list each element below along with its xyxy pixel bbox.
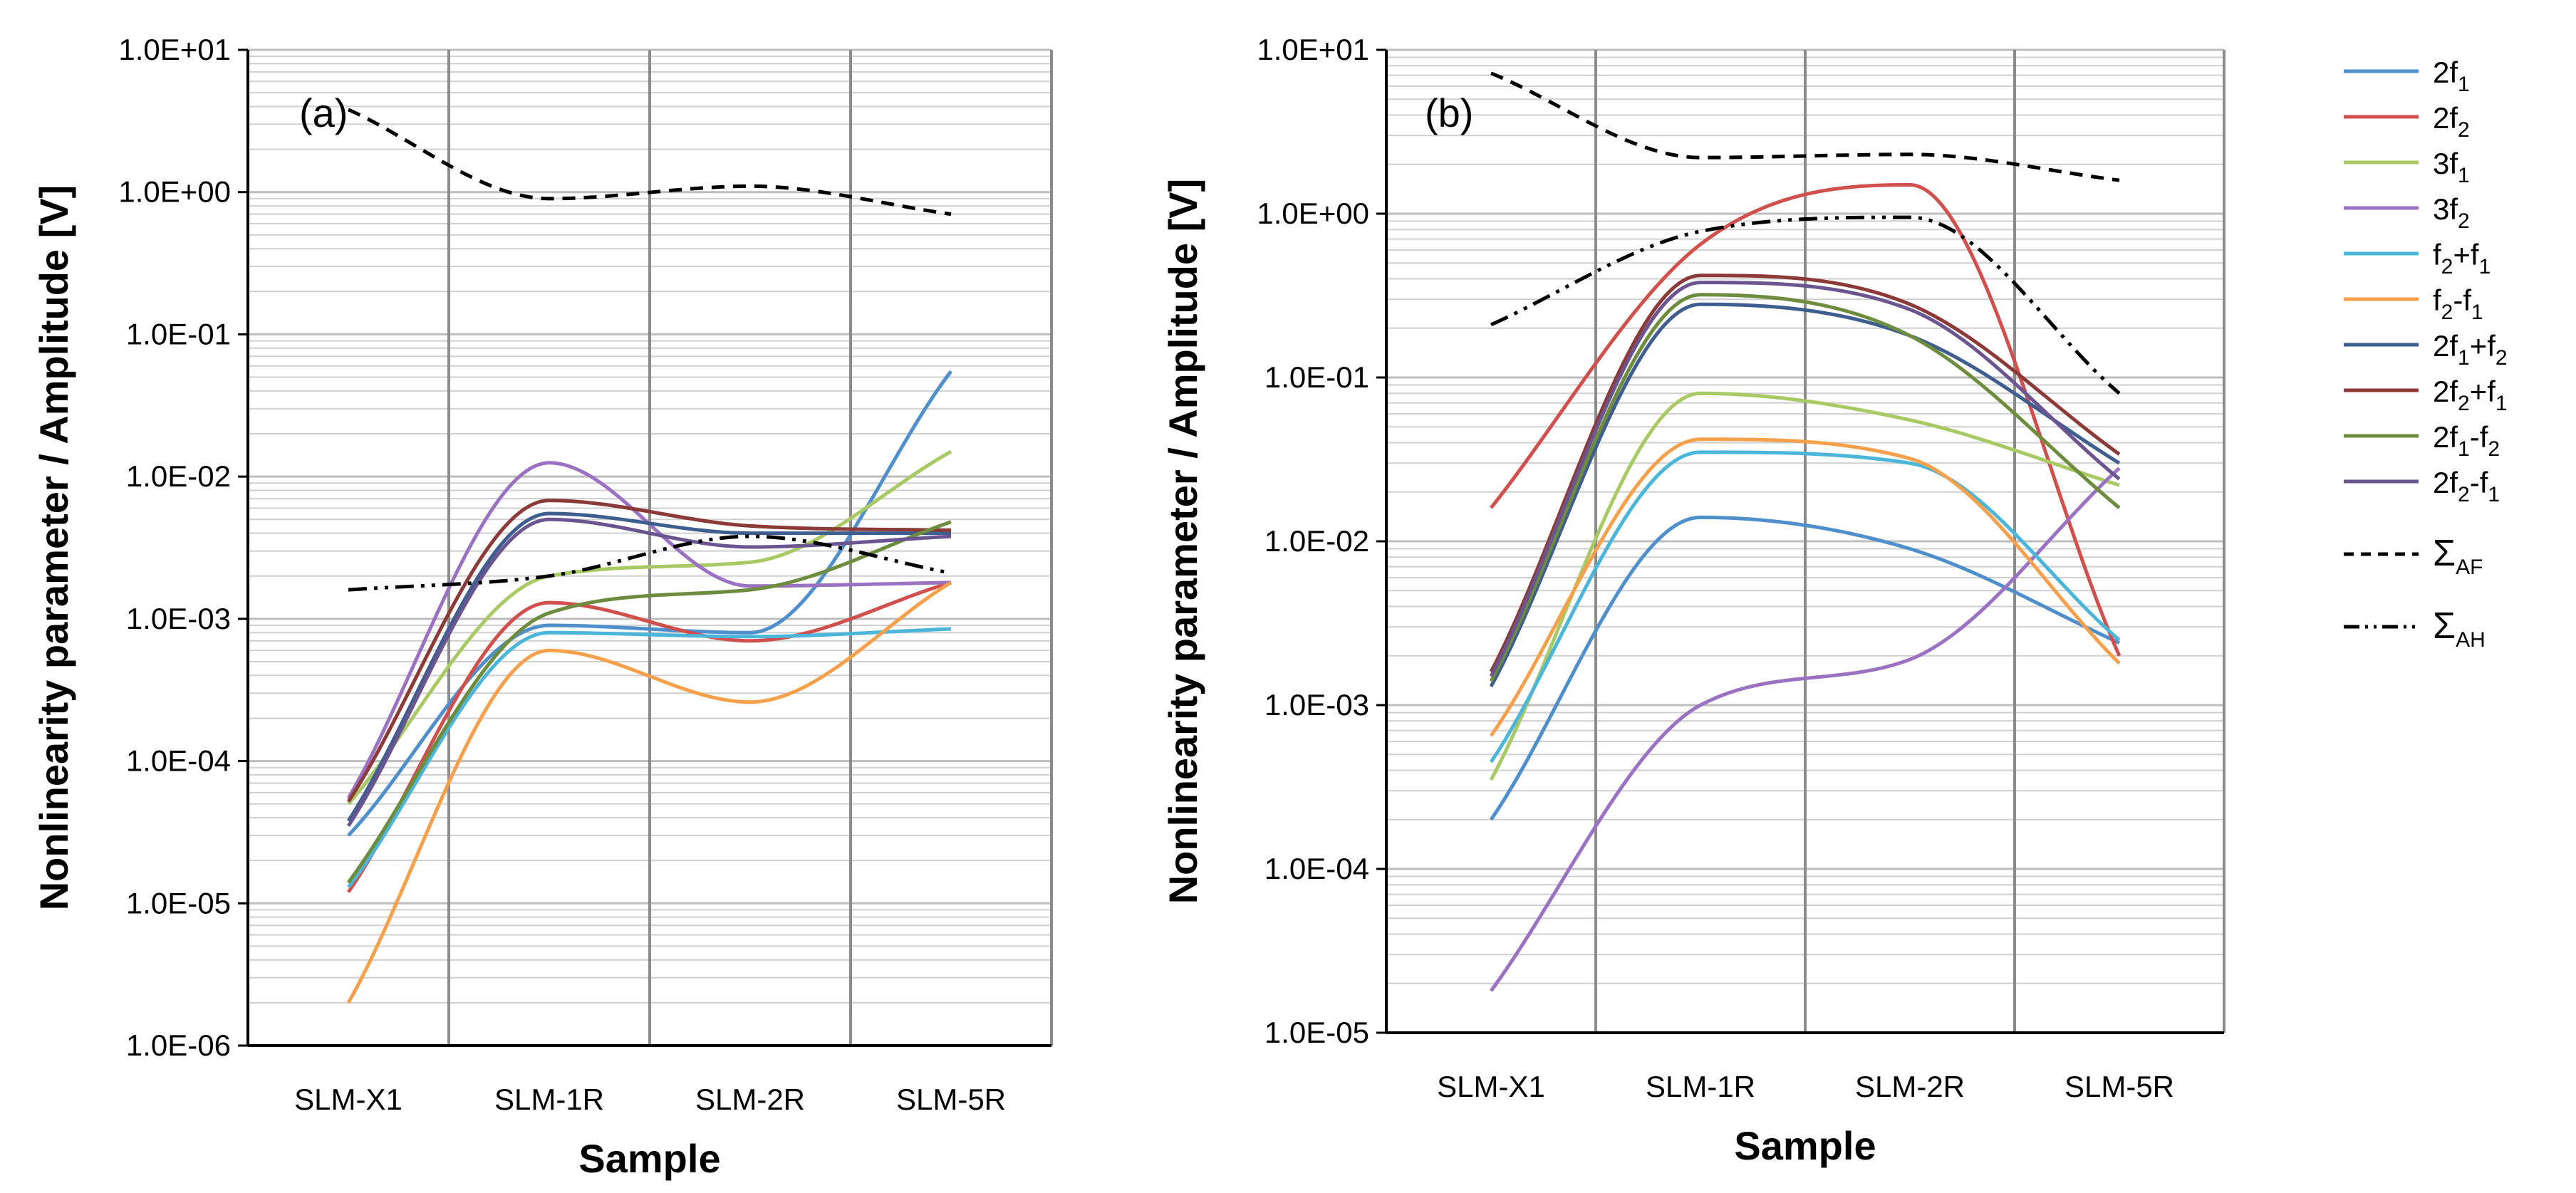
series-line xyxy=(1490,215,2121,395)
legend-label: ΣAF xyxy=(2433,533,2483,579)
y-tick-label: 1.0E-02 xyxy=(1264,524,1369,558)
series-line xyxy=(1490,71,2120,182)
series-line xyxy=(347,370,952,837)
series-lines xyxy=(346,108,952,1004)
legend-label: 2f2 xyxy=(2433,101,2470,142)
panel-label: (a) xyxy=(299,90,348,135)
legend-label: 3f2 xyxy=(2433,192,2470,233)
y-tick-label: 1.0E-02 xyxy=(126,459,231,493)
legend-label: 2f2-f1 xyxy=(2433,466,2500,506)
x-tick-label: SLM-5R xyxy=(896,1083,1006,1116)
x-axis-title: Sample xyxy=(1734,1123,1876,1168)
panel-label: (b) xyxy=(1425,90,1473,135)
legend-label: f2+f1 xyxy=(2433,238,2491,278)
series-line xyxy=(1489,467,2121,992)
series-line xyxy=(346,580,952,1004)
legend-label: 2f1+f2 xyxy=(2433,329,2508,370)
series-line xyxy=(1489,437,2121,737)
y-tick-label: 1.0E-01 xyxy=(126,317,231,350)
series-line xyxy=(1489,450,2121,764)
series-line xyxy=(347,449,952,806)
legend-label: f2-f1 xyxy=(2433,283,2483,324)
series-line xyxy=(346,580,952,893)
series-line xyxy=(1489,302,2121,688)
x-tick-label: SLM-2R xyxy=(695,1083,805,1116)
series-line xyxy=(1489,281,2121,677)
chart-panel-b: 1.0E-05 1.0E-04 1.0E-03 1.0E-02 1.0E-01 1.0E+… xyxy=(1160,33,2226,1168)
y-tick-label: 1.0E-03 xyxy=(1264,688,1369,721)
chart-panel-a: 1.0E-06 1.0E-05 1.0E-04 1.0E-03 1.0E-02 1.0E-… xyxy=(31,33,1053,1181)
series-line xyxy=(1489,293,2121,682)
legend-label: 2f2+f1 xyxy=(2433,375,2508,415)
series-line xyxy=(346,499,952,803)
x-tick-label: SLM-1R xyxy=(494,1083,604,1116)
y-tick-label: 1.0E+01 xyxy=(118,33,231,66)
y-axis-title: Nonlinearity parameter / Amplitude [V] xyxy=(1160,179,1205,905)
y-tick-label: 1.0E-05 xyxy=(1264,1016,1369,1049)
y-tick-label: 1.0E-06 xyxy=(126,1028,231,1062)
x-axis-title: Sample xyxy=(578,1136,720,1181)
y-tick-label: 1.0E-01 xyxy=(1264,360,1369,394)
x-tick-label: SLM-1R xyxy=(1646,1070,1755,1103)
series-line xyxy=(347,627,952,889)
y-tick-label: 1.0E+00 xyxy=(1257,197,1369,230)
series-lines xyxy=(1489,71,2121,992)
series-line xyxy=(346,461,952,799)
legend-label: 2f1 xyxy=(2433,56,2470,96)
series-line xyxy=(347,108,952,217)
x-tick-label: SLM-X1 xyxy=(294,1083,402,1116)
legend-label: 2f1-f2 xyxy=(2433,420,2500,461)
series-line xyxy=(346,511,951,822)
series-line xyxy=(1490,182,2121,657)
series-line xyxy=(346,517,952,827)
series-line xyxy=(346,520,952,884)
legend-label: ΣAH xyxy=(2433,605,2486,652)
series-line xyxy=(1489,273,2121,673)
legend: 2f1 2f2 3f1 3f2 f2+f1 f2-f1 2f1+f2 2f2+f1 2f1-f2… xyxy=(2344,56,2508,652)
series-line xyxy=(1489,515,2121,821)
y-axis-title: Nonlinearity parameter / Amplitude [V] xyxy=(31,185,76,911)
x-tick-label: SLM-2R xyxy=(1855,1070,1965,1103)
y-tick-label: 1.0E+01 xyxy=(1257,33,1369,66)
series-line xyxy=(348,534,952,592)
y-tick-label: 1.0E-04 xyxy=(1264,852,1369,885)
y-tick-label: 1.0E-03 xyxy=(126,602,231,635)
vertical-gridlines xyxy=(447,50,1053,1046)
x-tick-label: SLM-5R xyxy=(2065,1070,2174,1103)
legend-label: 3f1 xyxy=(2433,147,2470,187)
y-tick-label: 1.0E-05 xyxy=(126,886,231,920)
y-tick-label: 1.0E+00 xyxy=(118,175,231,209)
y-tick-label: 1.0E-04 xyxy=(126,744,231,778)
x-tick-label: SLM-X1 xyxy=(1437,1070,1545,1103)
